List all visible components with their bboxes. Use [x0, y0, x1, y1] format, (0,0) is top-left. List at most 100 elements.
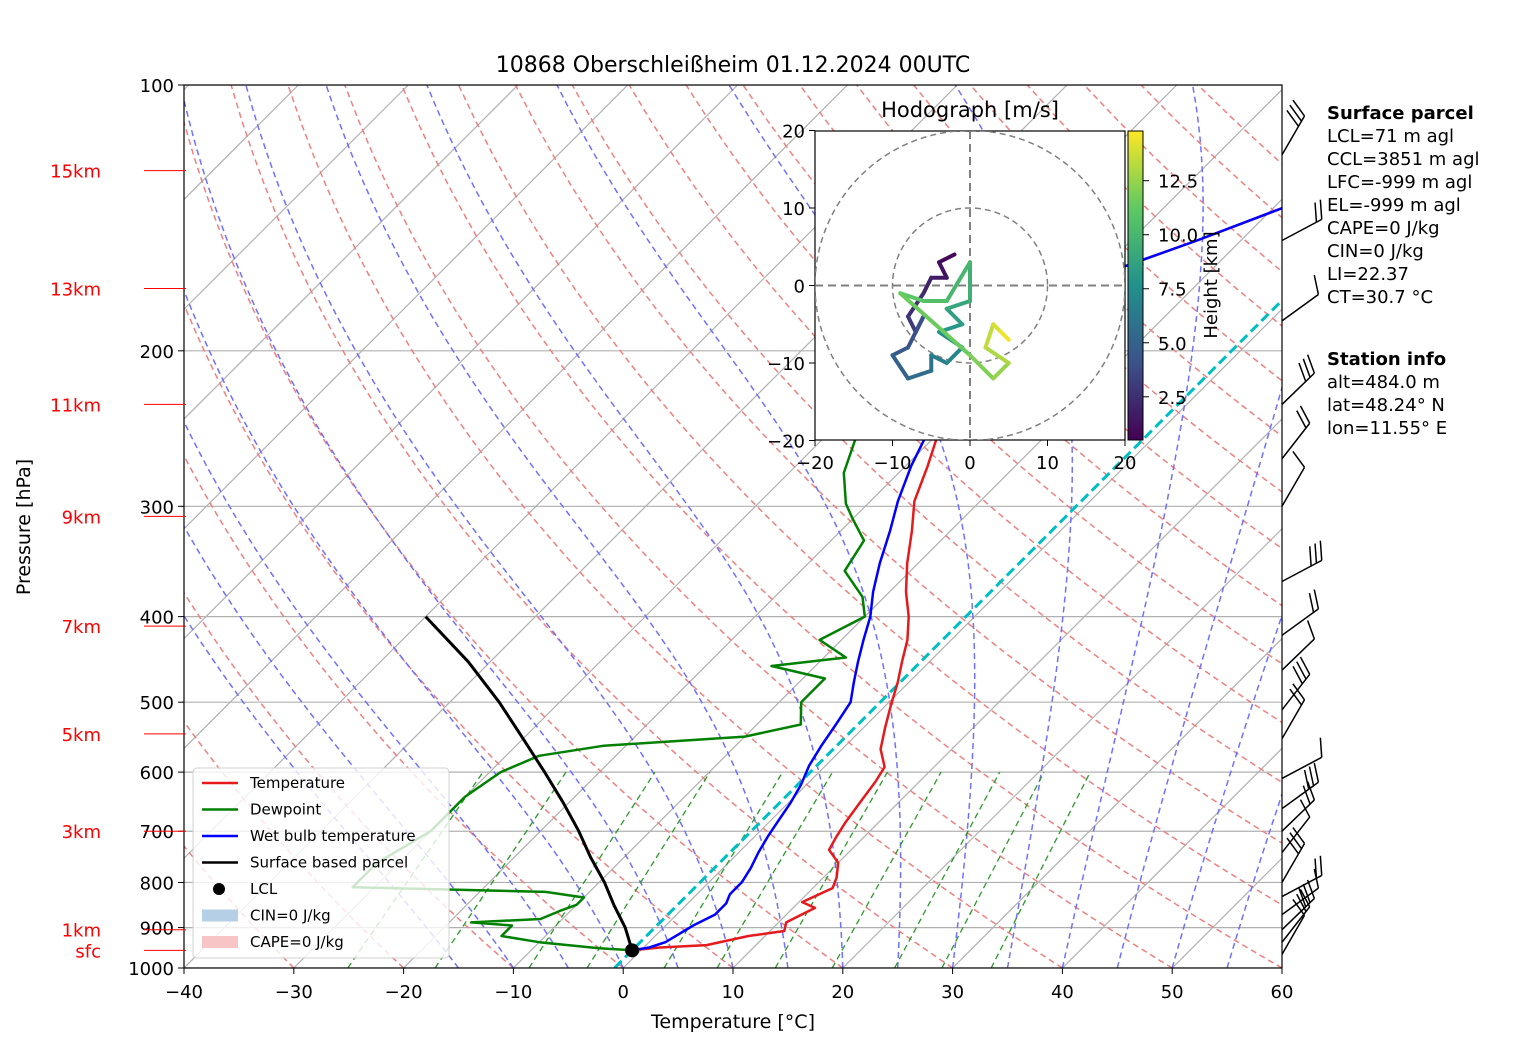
wind-barb [1281, 737, 1323, 780]
wind-barb [1281, 827, 1306, 883]
height-label: sfc [75, 941, 101, 962]
barb-shaft [1281, 874, 1323, 898]
x-tick-label: 50 [1161, 982, 1184, 1003]
barb-shaft [1281, 781, 1319, 810]
hodograph-segment [968, 353, 996, 381]
barb-shaft [1281, 638, 1315, 671]
wind-barb [1281, 405, 1311, 460]
wind-barb [1281, 898, 1306, 955]
barb-shaft [1281, 843, 1306, 883]
hodo-y-tick-label: 10 [782, 199, 805, 220]
hodo-y-tick-label: −10 [767, 354, 805, 375]
legend-swatch [202, 909, 238, 922]
surface-ccl: CCL=3851 m agl [1327, 149, 1480, 170]
isotherm-line [184, 85, 739, 640]
hodograph-segment [937, 260, 949, 280]
moist-adiabat [325, 85, 789, 968]
x-tick-label: 0 [617, 982, 628, 1003]
barb-flag [1302, 785, 1311, 805]
x-axis-label: Temperature [°C] [650, 1011, 815, 1033]
barb-flag [1299, 405, 1311, 424]
moist-adiabat [728, 85, 976, 968]
colorbar-tick-label: 7.5 [1158, 280, 1187, 301]
barb-flag [1292, 450, 1306, 468]
barb-flag [1306, 620, 1316, 640]
barb-flag [1292, 683, 1306, 701]
barb-shaft [1281, 897, 1315, 931]
colorbar-tick-label: 2.5 [1158, 388, 1187, 409]
hodograph-segment [983, 345, 1011, 365]
surface-li: LI=22.37 [1327, 264, 1409, 285]
wind-barbs [1281, 99, 1323, 955]
barb-shaft [1281, 756, 1323, 780]
barb-flag [1302, 883, 1311, 903]
colorbar-tick-label: 12.5 [1158, 172, 1198, 193]
hodograph-segment [944, 306, 965, 327]
barb-flag [1313, 762, 1320, 783]
moist-adiabat [184, 525, 515, 968]
station-info-panel: Station info alt=484.0 m lat=48.24° N lo… [1327, 348, 1447, 440]
barb-flag [1308, 766, 1315, 786]
barb-flag [1319, 540, 1323, 561]
legend-label: Surface based parcel [250, 854, 408, 872]
colorbar-tick-label: 10.0 [1158, 226, 1198, 247]
height-label: 7km [62, 617, 101, 638]
barb-flag [1313, 275, 1320, 295]
hodo-x-tick-label: 10 [1036, 453, 1059, 474]
legend-box [192, 767, 450, 959]
dry-adiabat [230, 85, 954, 968]
moist-adiabat [954, 85, 1074, 968]
height-label: 11km [50, 395, 101, 416]
dry-adiabat [856, 85, 1282, 493]
y-axis-label: Pressure [hPa] [13, 459, 35, 595]
hodograph-inset: −20 −10 0 10 20 −20 −10 0 10 20 Hodograph [m/s] 2.5… [767, 98, 1222, 474]
mixing-ratio-line [528, 771, 656, 968]
y-tick-label: 900 [140, 919, 174, 940]
wind-barb [1281, 450, 1306, 507]
hodograph-segment [944, 345, 965, 365]
dry-adiabat [287, 85, 1063, 968]
moist-adiabat [245, 85, 734, 968]
isotherm-line [184, 85, 629, 530]
height-label: 13km [50, 279, 101, 300]
barb-flag [1309, 546, 1312, 567]
height-label: 5km [62, 725, 101, 746]
x-tick-label: −20 [385, 982, 423, 1003]
barb-flag [1299, 656, 1311, 675]
barb-flag [1298, 362, 1307, 382]
isotherm-line [732, 418, 1282, 968]
hodo-x-tick-label: −10 [874, 453, 912, 474]
moist-adiabat [426, 85, 844, 968]
barb-flag [1319, 855, 1323, 876]
moist-adiabat [556, 85, 902, 968]
hodograph-segment [983, 322, 996, 350]
chart-title: 10868 Oberschleißheim 01.12.2024 00UTC [496, 53, 971, 78]
isotherm-line [952, 637, 1282, 968]
x-tick-label: −40 [165, 982, 203, 1003]
moist-adiabat [1061, 85, 1204, 968]
legend-swatch [213, 883, 225, 895]
wind-barb [1281, 620, 1316, 671]
hodo-x-tick-label: −20 [796, 453, 834, 474]
legend-label: LCL [250, 880, 278, 898]
dry-adiabat [457, 85, 1282, 906]
wind-barb [1281, 855, 1323, 898]
moist-adiabat [184, 97, 679, 968]
x-tick-label: 10 [722, 982, 745, 1003]
hodograph-segment [944, 299, 972, 311]
wind-barb [1281, 354, 1316, 405]
isotherm-line [622, 308, 1282, 968]
barb-flag [1308, 592, 1315, 613]
hodo-y-tick-label: 20 [782, 122, 805, 143]
dry-adiabat [514, 85, 1282, 844]
wind-barb [1281, 762, 1320, 810]
hodograph-segment [999, 330, 1011, 342]
hodograph-segment [929, 353, 949, 365]
barb-flag [1306, 354, 1316, 374]
hodograph-segment [937, 252, 957, 265]
surface-cape: CAPE=0 J/kg [1327, 218, 1440, 239]
barb-flag [1303, 769, 1310, 790]
barb-shaft [1281, 293, 1319, 322]
hodograph-ring [891, 207, 1049, 364]
isotherm-line [184, 85, 848, 750]
